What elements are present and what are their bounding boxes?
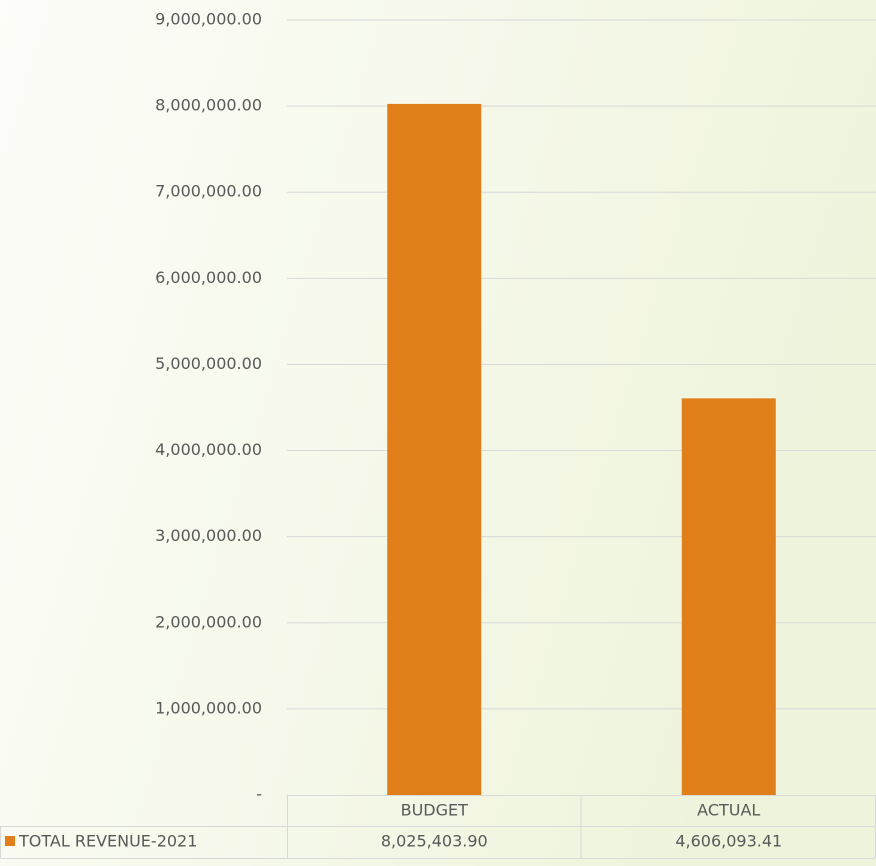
legend-label: TOTAL REVENUE-2021 [18, 832, 197, 851]
y-tick-label: 5,000,000.00 [155, 354, 262, 373]
y-tick-label: 4,000,000.00 [155, 440, 262, 459]
x-tick-label: ACTUAL [697, 801, 760, 820]
y-tick-label: - [256, 785, 262, 804]
y-tick-label: 6,000,000.00 [155, 268, 262, 287]
y-tick-label: 3,000,000.00 [155, 526, 262, 545]
bar [387, 103, 482, 795]
y-tick-label: 8,000,000.00 [155, 96, 262, 115]
y-tick-label: 2,000,000.00 [155, 612, 262, 631]
y-tick-label: 1,000,000.00 [155, 698, 262, 717]
table-value: 4,606,093.41 [675, 832, 782, 851]
x-tick-label: BUDGET [401, 801, 469, 820]
bar [681, 398, 776, 795]
y-tick-label: 7,000,000.00 [155, 182, 262, 201]
y-tick-label: 9,000,000.00 [155, 10, 262, 29]
table-value: 8,025,403.90 [381, 832, 488, 851]
legend-key [5, 836, 15, 846]
